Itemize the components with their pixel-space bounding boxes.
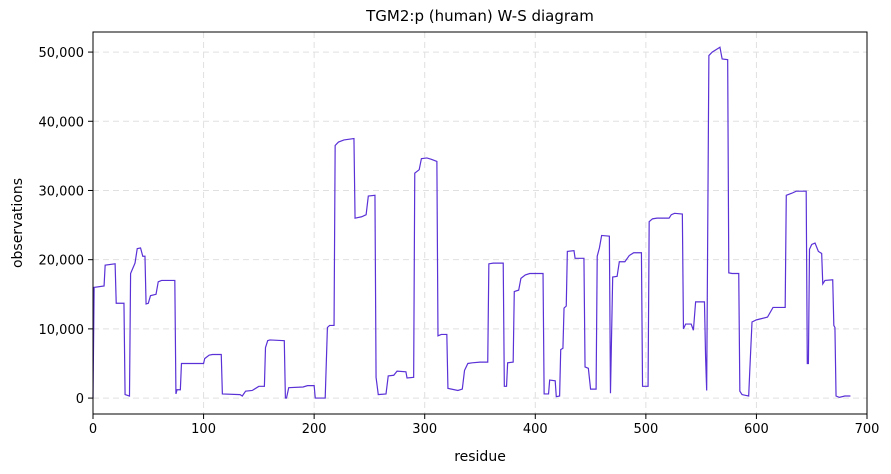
- x-tick-label: 200: [302, 422, 327, 437]
- data-line: [92, 46, 851, 399]
- x-tick-label: 300: [412, 422, 437, 437]
- y-tick-label: 30,000: [39, 184, 85, 199]
- x-tick-label: 500: [633, 422, 658, 437]
- y-tick-label: 10,000: [39, 323, 85, 338]
- y-tick-label: 50,000: [39, 46, 85, 61]
- chart-title: TGM2:p (human) W-S diagram: [365, 7, 594, 25]
- x-tick-label: 600: [744, 422, 769, 437]
- plot-frame: [92, 31, 868, 415]
- x-tick-label: 400: [523, 422, 548, 437]
- y-tick-label: 0: [76, 392, 84, 407]
- x-tick-label: 700: [855, 422, 880, 437]
- y-axis-label: observations: [10, 178, 26, 268]
- y-tick-label: 40,000: [39, 115, 85, 130]
- y-tick-label: 20,000: [39, 254, 85, 269]
- x-axis-label: residue: [454, 449, 506, 465]
- x-tick-label: 0: [89, 422, 97, 437]
- x-tick-label: 100: [191, 422, 216, 437]
